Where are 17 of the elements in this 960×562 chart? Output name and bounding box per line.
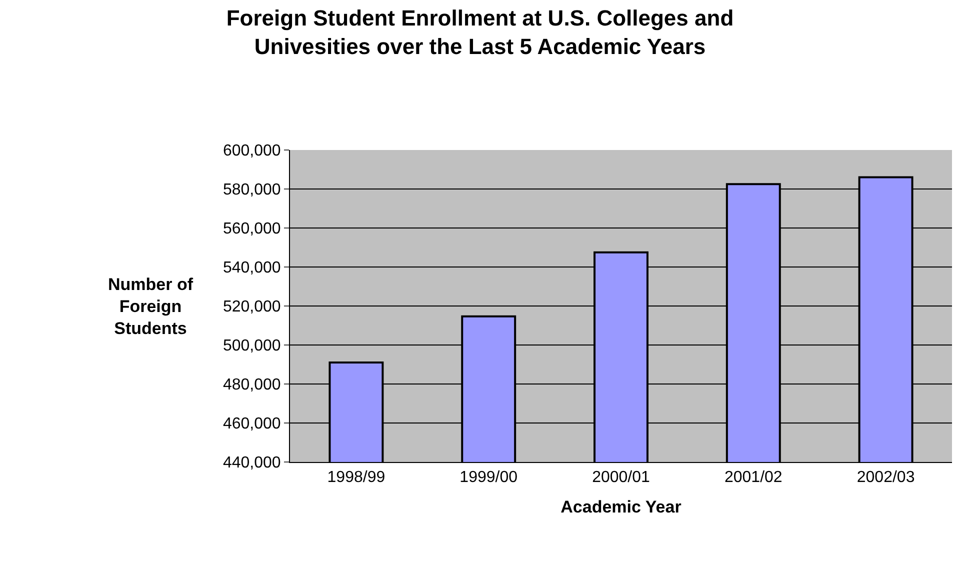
y-tick-label: 440,000 bbox=[222, 454, 281, 472]
x-tick-label: 1998/99 bbox=[327, 469, 386, 486]
x-tick-label: 2001/02 bbox=[724, 469, 782, 486]
y-tick-label: 520,000 bbox=[222, 298, 281, 316]
y-tick-label: 500,000 bbox=[222, 338, 281, 355]
y-tick-label: 560,000 bbox=[222, 220, 281, 238]
x-tick-label: 2000/01 bbox=[592, 469, 650, 486]
x-tick-label: 2002/03 bbox=[856, 469, 915, 486]
y-tick-label: 600,000 bbox=[222, 142, 281, 160]
x-tick-label: 1999/00 bbox=[460, 469, 518, 486]
chart-title: Foreign Student Enrollment at U.S. Colleges and Univesities over the Last 5 Academic Years bbox=[226, 5, 734, 59]
y-tick-label: 540,000 bbox=[222, 260, 281, 277]
x-axis-title: Academic Year bbox=[560, 498, 682, 517]
y-tick-label: 580,000 bbox=[222, 182, 281, 199]
y-tick-label: 480,000 bbox=[222, 376, 281, 394]
y-tick-label: 460,000 bbox=[222, 416, 281, 433]
y-axis-title: Number of Foreign Students bbox=[108, 275, 194, 338]
